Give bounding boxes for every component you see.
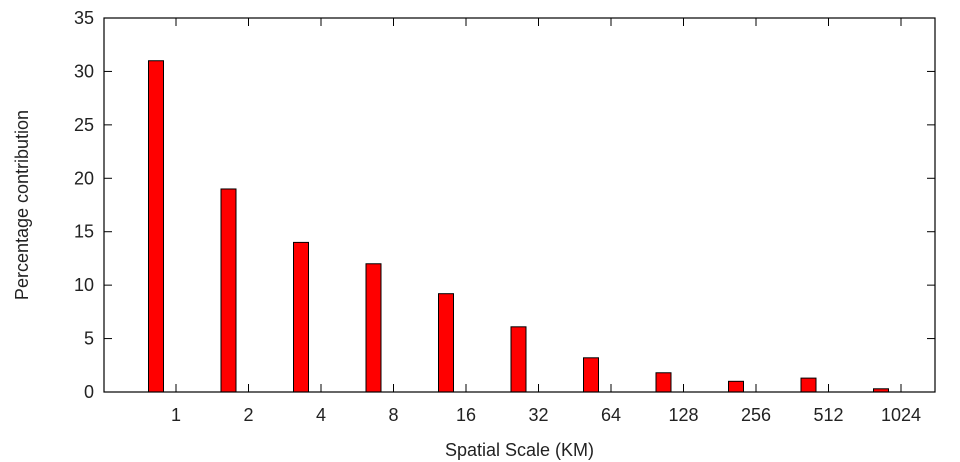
bar — [438, 293, 454, 393]
x-tick-label: 1024 — [881, 405, 921, 425]
y-tick-label: 15 — [74, 222, 94, 242]
x-tick-label: 2 — [243, 405, 253, 425]
x-tick-label: 8 — [388, 405, 398, 425]
x-tick-label: 1 — [171, 405, 181, 425]
y-axis: 0 5 10 15 20 25 30 35 — [74, 8, 935, 402]
x-tick-label: 512 — [813, 405, 843, 425]
bar — [220, 188, 237, 393]
bar — [293, 241, 309, 393]
x-tick-label: 32 — [528, 405, 548, 425]
y-tick-label: 10 — [74, 275, 94, 295]
y-tick-label: 20 — [74, 168, 94, 188]
x-axis-title: Spatial Scale (KM) — [445, 440, 594, 460]
bar — [583, 357, 599, 393]
y-axis-title: Percentage contribution — [12, 110, 32, 300]
plot-frame — [103, 17, 936, 393]
y-tick-label: 30 — [74, 61, 94, 81]
x-tick-label: 16 — [456, 405, 476, 425]
bar-series — [148, 60, 889, 393]
x-axis: 1 2 4 8 16 32 64 128 256 512 1024 — [171, 18, 921, 425]
y-tick-label: 25 — [74, 115, 94, 135]
x-tick-label: 64 — [601, 405, 621, 425]
y-tick-label: 35 — [74, 8, 94, 28]
bar — [800, 377, 817, 393]
bar — [655, 372, 672, 393]
bar — [510, 326, 527, 393]
bar — [365, 263, 382, 393]
x-tick-label: 128 — [668, 405, 698, 425]
bar — [728, 380, 744, 393]
x-tick-label: 256 — [741, 405, 771, 425]
bar — [148, 60, 164, 393]
y-tick-label: 0 — [84, 382, 94, 402]
y-tick-label: 5 — [84, 329, 94, 349]
x-tick-label: 4 — [316, 405, 326, 425]
